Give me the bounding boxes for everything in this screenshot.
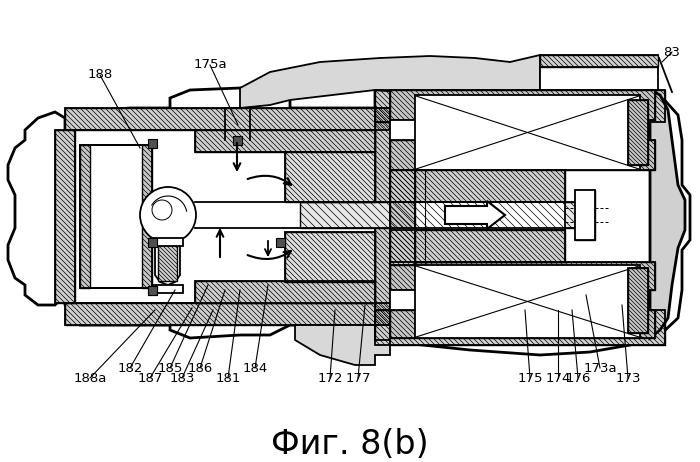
Bar — [148, 286, 157, 294]
Bar — [390, 262, 655, 290]
Bar — [390, 290, 645, 310]
Bar — [65, 303, 390, 325]
Text: 188: 188 — [88, 68, 113, 81]
Bar — [80, 145, 90, 288]
Circle shape — [152, 200, 172, 220]
Circle shape — [140, 187, 196, 243]
Bar — [148, 286, 157, 294]
Bar — [300, 202, 590, 228]
Bar — [195, 202, 595, 228]
Bar — [390, 202, 565, 230]
Bar — [285, 152, 375, 202]
Bar — [628, 268, 648, 333]
Text: 175a: 175a — [193, 59, 227, 72]
Bar — [65, 303, 390, 325]
Text: 175: 175 — [517, 371, 542, 384]
Polygon shape — [155, 240, 180, 285]
Bar — [628, 268, 648, 333]
Bar — [628, 100, 648, 165]
Bar — [575, 190, 595, 240]
Bar — [232, 135, 241, 145]
Bar — [390, 230, 565, 262]
Bar — [148, 237, 157, 247]
Polygon shape — [240, 55, 540, 108]
Text: Фиг. 8(b): Фиг. 8(b) — [271, 428, 429, 462]
Bar — [195, 281, 375, 303]
Bar — [375, 108, 395, 325]
Bar — [148, 139, 157, 147]
Bar — [195, 130, 375, 152]
Text: 83: 83 — [664, 45, 680, 59]
Bar — [390, 90, 655, 120]
Text: 182: 182 — [118, 361, 143, 375]
Bar — [65, 108, 390, 130]
Text: 184: 184 — [242, 361, 267, 375]
Bar — [285, 232, 375, 282]
Bar — [375, 90, 665, 122]
Bar — [390, 262, 655, 290]
Polygon shape — [375, 72, 690, 355]
Bar — [195, 281, 375, 303]
Bar — [390, 170, 415, 265]
Bar — [375, 310, 665, 345]
Bar — [390, 90, 655, 120]
Bar — [390, 170, 415, 265]
Bar — [55, 130, 75, 303]
Bar — [285, 152, 375, 202]
Text: 181: 181 — [216, 371, 241, 384]
Bar — [390, 170, 565, 202]
Text: 188a: 188a — [74, 371, 106, 384]
Bar — [390, 140, 655, 170]
Bar — [390, 170, 565, 202]
Polygon shape — [8, 88, 400, 338]
Bar — [152, 238, 183, 246]
Text: 187: 187 — [137, 371, 162, 384]
Text: 186: 186 — [188, 361, 213, 375]
Polygon shape — [650, 90, 685, 338]
Bar — [390, 120, 645, 140]
Bar — [375, 90, 665, 122]
Bar — [375, 310, 665, 345]
Text: 172: 172 — [317, 371, 343, 384]
Text: 177: 177 — [345, 371, 371, 384]
Bar — [390, 230, 565, 262]
Text: 173: 173 — [615, 371, 640, 384]
Polygon shape — [295, 325, 390, 365]
Bar — [415, 265, 640, 338]
Bar — [285, 232, 375, 282]
Bar — [575, 190, 595, 240]
Bar — [540, 55, 658, 67]
Text: 174: 174 — [545, 371, 570, 384]
Bar — [375, 108, 395, 325]
Bar — [80, 145, 152, 288]
Bar — [75, 130, 375, 303]
Bar — [628, 100, 648, 165]
Bar — [65, 108, 390, 130]
Bar — [80, 145, 152, 288]
Bar — [158, 245, 177, 281]
Bar — [390, 310, 655, 338]
Bar — [390, 310, 655, 338]
Bar — [55, 130, 75, 303]
Bar — [390, 140, 655, 170]
Bar — [195, 130, 375, 152]
Text: 185: 185 — [158, 361, 183, 375]
FancyArrow shape — [445, 201, 505, 229]
Bar — [142, 145, 152, 288]
Bar — [276, 237, 284, 247]
Bar — [415, 95, 640, 170]
Text: 176: 176 — [566, 371, 591, 384]
Bar — [540, 55, 658, 90]
Bar — [152, 285, 183, 293]
Text: 173a: 173a — [583, 361, 617, 375]
Text: 183: 183 — [169, 371, 195, 384]
